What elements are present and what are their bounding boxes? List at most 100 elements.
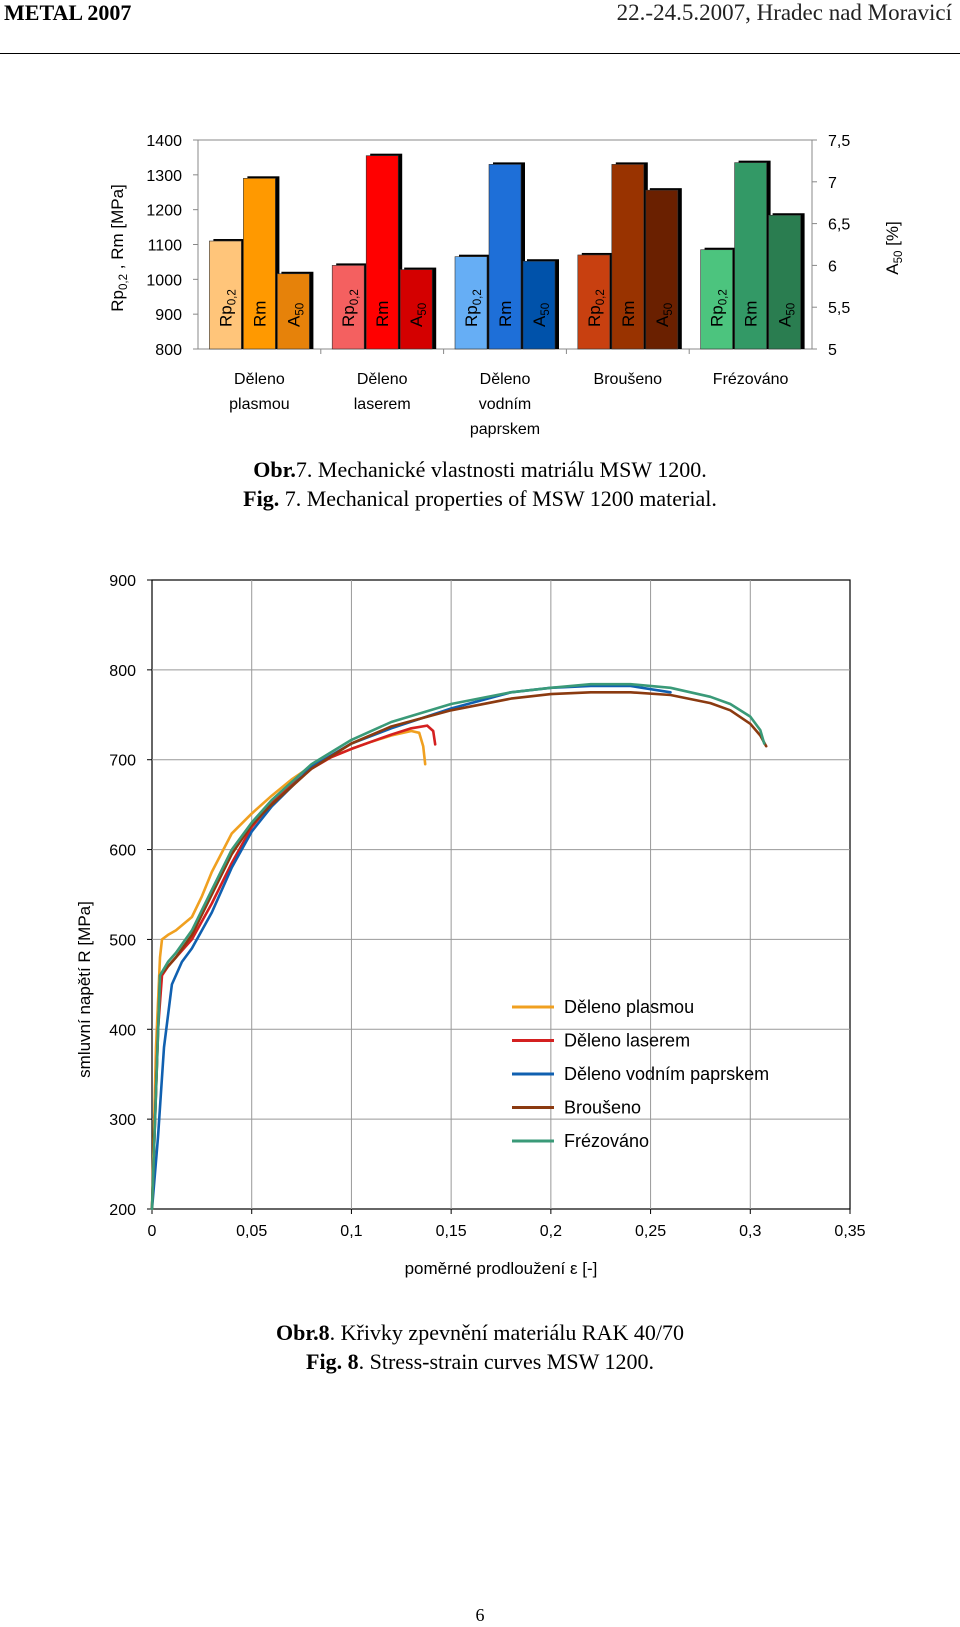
bar-category-label: plasmou [229,396,289,413]
x-tick-label: 0,1 [340,1223,362,1240]
bar-left-axis-title: Rp0,2 , Rm [MPa] [108,184,130,312]
bar-right-tick-label: 5 [828,342,837,359]
bar [734,162,767,350]
line-plot-area [151,579,851,1210]
stress-strain-chart: 0 0,05 0,1 0,15 0,2 0,25 0,3 0,35 200 300 400 500 60… [75,573,866,1278]
bar [577,254,611,350]
x-tick-label: 0,25 [635,1223,666,1240]
bar-left-tick-label: 1200 [146,203,182,220]
bar-series-label: A50 [653,303,675,327]
figure7-caption-cz: Obr.7. Mechanické vlastnosti matriálu MS… [0,455,960,484]
y-tick-label: 500 [109,932,136,949]
y-tick-label: 800 [109,663,136,680]
bar-left-tick-label: 1100 [148,238,183,255]
figure8-caption-en: Fig. 8. Stress-strain curves MSW 1200. [0,1347,960,1376]
bar-series-label: Rp0,2 [708,289,730,327]
y-tick-label: 900 [109,573,136,590]
bar-series-label: Rp0,2 [216,289,238,327]
bar-category-label: paprskem [470,421,540,438]
y-tick-label: 300 [109,1112,136,1129]
bar [399,269,433,350]
bar-series-label: A50 [407,303,429,327]
figure7-text-cz: Mechanické vlastnosti matriálu MSW 1200. [312,457,707,482]
header-rule [0,53,960,54]
bar-series-label: Rp0,2 [585,289,607,327]
bar [768,214,801,350]
legend-entry: Broušeno [564,1098,641,1118]
page-number: 6 [475,1605,485,1625]
bar-series-label: A50 [530,303,552,327]
bar-series-label: Rm [619,301,638,327]
figure8-label-en: Fig. 8 [306,1349,359,1374]
bar [209,240,242,350]
bar-left-tick-label: 800 [155,342,182,359]
bar-left-tick-label: 1300 [146,168,182,185]
bar-series-label: A50 [776,303,798,327]
figure7-num-cz: 7. [295,457,313,482]
bar [331,265,365,350]
x-axis-title: poměrné prodloužení ε [-] [405,1259,598,1278]
bar-series-label: Rm [496,301,515,327]
x-tick-label: 0,15 [436,1223,467,1240]
bar [488,164,522,350]
header-date-place: 22.-24.5.2007, Hradec nad Moravicí [616,0,952,25]
legend-entry: Děleno vodním paprskem [564,1064,769,1084]
series-line [150,691,768,1211]
bar [700,249,733,350]
legend-entry: Děleno laserem [564,1031,690,1051]
bar-category-label: vodním [479,396,531,413]
x-tick-label: 0,3 [739,1223,761,1240]
figure8-text-cz: . Křivky zpevnění materiálu RAK 40/70 [329,1320,684,1345]
bar [277,273,310,350]
figure8-caption: Obr.8. Křivky zpevnění materiálu RAK 40/… [0,1318,960,1376]
bar-category-label: Děleno [357,371,408,388]
bar-right-tick-label: 6,5 [828,217,850,234]
bar [611,164,645,350]
bar [454,256,488,350]
y-tick-label: 400 [109,1022,136,1039]
bar [243,178,276,350]
bar-category-label: Děleno [234,371,285,388]
bar-category-label: laserem [354,396,411,413]
x-tick-label: 0 [148,1223,157,1240]
legend-entry: Frézováno [564,1131,649,1151]
bar-left-tick-label: 900 [155,307,182,324]
bar-right-tick-label: 7,5 [828,133,850,150]
bar [522,260,556,350]
bar-series-label: A50 [284,303,306,327]
figure8-text-en: . Stress-strain curves MSW 1200. [358,1349,654,1374]
figure8-caption-cz: Obr.8. Křivky zpevnění materiálu RAK 40/… [0,1318,960,1347]
figure7-num-en: 7. [279,486,302,511]
bar-series-label: Rp0,2 [462,289,484,327]
bar-left-tick-label: 1000 [146,272,182,289]
figure7-label-cz: Obr. [253,457,296,482]
figure7-text-en: Mechanical properties of MSW 1200 materi… [301,486,717,511]
bar-category-label: Frézováno [713,371,789,388]
series-line [150,682,766,1211]
figure7-caption: Obr.7. Mechanické vlastnosti matriálu MS… [0,455,960,513]
x-tick-label: 0,05 [236,1223,267,1240]
bar-left-tick-label: 1400 [146,133,182,150]
y-axis-title: smluvní napětí R [MPa] [75,901,94,1078]
bar-right-tick-label: 5,5 [828,300,850,317]
bar-series-label: Rp0,2 [339,289,361,327]
figure8-label-cz: Obr.8 [276,1320,330,1345]
figure7-caption-en: Fig. 7. Mechanical properties of MSW 120… [0,484,960,513]
bar-right-tick-label: 7 [828,175,837,192]
bar-series-label: Rm [250,301,269,327]
y-tick-label: 700 [109,753,136,770]
bar-chart: 800 900 1000 1100 1200 1300 1400 5 5,5 6 6,5 7 7,5 Rp… [108,133,905,438]
bar-series-label: Rm [373,301,392,327]
page-header: METAL 2007 22.-24.5.2007, Hradec nad Mor… [0,0,960,54]
series-line [150,729,427,1211]
bar-right-axis-title: A50 [%] [883,221,905,274]
x-tick-label: 0,2 [540,1223,562,1240]
bar-category-label: Děleno [480,371,531,388]
y-tick-label: 600 [109,843,136,860]
header-conference-name: METAL 2007 [4,0,132,25]
legend-entry: Děleno plasmou [564,997,694,1017]
bar [645,189,679,350]
bar-category-label: Broušeno [594,371,663,388]
bar-right-tick-label: 6 [828,258,837,275]
y-tick-label: 200 [109,1202,136,1219]
